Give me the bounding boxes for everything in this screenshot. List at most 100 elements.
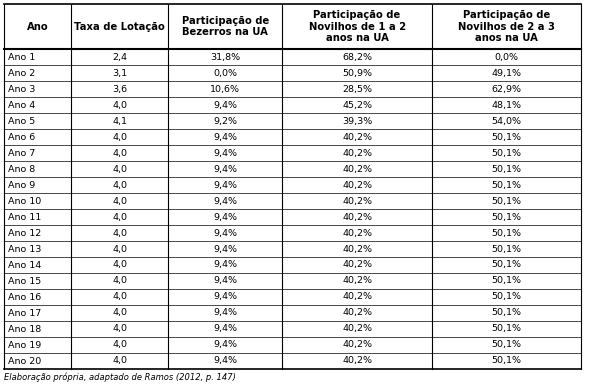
Text: 4,0: 4,0 bbox=[112, 340, 127, 349]
Text: Ano 10: Ano 10 bbox=[8, 196, 41, 205]
Text: 9,4%: 9,4% bbox=[213, 277, 237, 286]
Text: 9,4%: 9,4% bbox=[213, 308, 237, 317]
Text: 0,0%: 0,0% bbox=[494, 53, 519, 61]
Text: 4,0: 4,0 bbox=[112, 165, 127, 173]
Text: 40,2%: 40,2% bbox=[342, 308, 372, 317]
Text: 4,0: 4,0 bbox=[112, 293, 127, 301]
Text: 4,0: 4,0 bbox=[112, 100, 127, 109]
Text: Ano 6: Ano 6 bbox=[8, 133, 35, 142]
Text: Ano 2: Ano 2 bbox=[8, 68, 35, 77]
Text: Ano 15: Ano 15 bbox=[8, 277, 41, 286]
Text: 4,0: 4,0 bbox=[112, 212, 127, 221]
Text: 50,1%: 50,1% bbox=[491, 261, 522, 270]
Text: 50,1%: 50,1% bbox=[491, 212, 522, 221]
Text: Ano 17: Ano 17 bbox=[8, 308, 41, 317]
Text: 9,4%: 9,4% bbox=[213, 212, 237, 221]
Text: 10,6%: 10,6% bbox=[210, 84, 240, 93]
Text: 50,1%: 50,1% bbox=[491, 293, 522, 301]
Text: Ano 7: Ano 7 bbox=[8, 149, 35, 158]
Text: 4,0: 4,0 bbox=[112, 261, 127, 270]
Text: 40,2%: 40,2% bbox=[342, 196, 372, 205]
Text: 4,0: 4,0 bbox=[112, 245, 127, 254]
Text: 3,1: 3,1 bbox=[112, 68, 127, 77]
Text: 9,4%: 9,4% bbox=[213, 180, 237, 189]
Text: Ano 16: Ano 16 bbox=[8, 293, 41, 301]
Text: Ano 1: Ano 1 bbox=[8, 53, 35, 61]
Text: 40,2%: 40,2% bbox=[342, 133, 372, 142]
Text: Ano 13: Ano 13 bbox=[8, 245, 42, 254]
Text: 31,8%: 31,8% bbox=[210, 53, 241, 61]
Text: 9,4%: 9,4% bbox=[213, 340, 237, 349]
Text: Participação de
Novilhos de 2 a 3
anos na UA: Participação de Novilhos de 2 a 3 anos n… bbox=[458, 10, 555, 43]
Text: 4,0: 4,0 bbox=[112, 180, 127, 189]
Text: 40,2%: 40,2% bbox=[342, 293, 372, 301]
Text: 4,0: 4,0 bbox=[112, 324, 127, 333]
Text: 9,4%: 9,4% bbox=[213, 261, 237, 270]
Text: 68,2%: 68,2% bbox=[342, 53, 372, 61]
Text: 54,0%: 54,0% bbox=[491, 116, 522, 126]
Text: 9,4%: 9,4% bbox=[213, 133, 237, 142]
Text: 4,0: 4,0 bbox=[112, 196, 127, 205]
Text: 50,1%: 50,1% bbox=[491, 324, 522, 333]
Text: 9,4%: 9,4% bbox=[213, 324, 237, 333]
Text: 48,1%: 48,1% bbox=[491, 100, 522, 109]
Text: 4,1: 4,1 bbox=[112, 116, 127, 126]
Text: 39,3%: 39,3% bbox=[342, 116, 372, 126]
Text: 40,2%: 40,2% bbox=[342, 261, 372, 270]
Text: 9,4%: 9,4% bbox=[213, 100, 237, 109]
Text: 9,4%: 9,4% bbox=[213, 196, 237, 205]
Text: 50,1%: 50,1% bbox=[491, 149, 522, 158]
Text: 9,4%: 9,4% bbox=[213, 356, 237, 366]
Text: 9,2%: 9,2% bbox=[213, 116, 237, 126]
Text: Ano: Ano bbox=[27, 21, 49, 32]
Text: 62,9%: 62,9% bbox=[491, 84, 522, 93]
Text: 2,4: 2,4 bbox=[112, 53, 127, 61]
Text: Ano 19: Ano 19 bbox=[8, 340, 41, 349]
Text: 40,2%: 40,2% bbox=[342, 149, 372, 158]
Text: Participação de
Novilhos de 1 a 2
anos na UA: Participação de Novilhos de 1 a 2 anos n… bbox=[308, 10, 406, 43]
Text: 4,0: 4,0 bbox=[112, 133, 127, 142]
Text: 4,0: 4,0 bbox=[112, 277, 127, 286]
Text: 9,4%: 9,4% bbox=[213, 228, 237, 238]
Text: 9,4%: 9,4% bbox=[213, 165, 237, 173]
Text: 49,1%: 49,1% bbox=[491, 68, 522, 77]
Text: 3,6: 3,6 bbox=[112, 84, 127, 93]
Text: 40,2%: 40,2% bbox=[342, 245, 372, 254]
Text: Ano 18: Ano 18 bbox=[8, 324, 41, 333]
Text: 40,2%: 40,2% bbox=[342, 212, 372, 221]
Text: Ano 11: Ano 11 bbox=[8, 212, 41, 221]
Text: 40,2%: 40,2% bbox=[342, 340, 372, 349]
Text: Ano 8: Ano 8 bbox=[8, 165, 35, 173]
Text: 4,0: 4,0 bbox=[112, 228, 127, 238]
Text: 0,0%: 0,0% bbox=[213, 68, 237, 77]
Text: 9,4%: 9,4% bbox=[213, 149, 237, 158]
Text: Ano 4: Ano 4 bbox=[8, 100, 35, 109]
Text: 40,2%: 40,2% bbox=[342, 356, 372, 366]
Text: Ano 3: Ano 3 bbox=[8, 84, 36, 93]
Text: 50,1%: 50,1% bbox=[491, 308, 522, 317]
Text: 50,1%: 50,1% bbox=[491, 356, 522, 366]
Text: 40,2%: 40,2% bbox=[342, 324, 372, 333]
Text: Ano 12: Ano 12 bbox=[8, 228, 41, 238]
Text: Ano 14: Ano 14 bbox=[8, 261, 41, 270]
Text: Ano 20: Ano 20 bbox=[8, 356, 41, 366]
Text: 45,2%: 45,2% bbox=[342, 100, 372, 109]
Text: Taxa de Lotação: Taxa de Lotação bbox=[74, 21, 165, 32]
Text: 9,4%: 9,4% bbox=[213, 245, 237, 254]
Text: Ano 5: Ano 5 bbox=[8, 116, 35, 126]
Text: 4,0: 4,0 bbox=[112, 308, 127, 317]
Text: 4,0: 4,0 bbox=[112, 356, 127, 366]
Text: 40,2%: 40,2% bbox=[342, 228, 372, 238]
Text: 40,2%: 40,2% bbox=[342, 277, 372, 286]
Text: 50,1%: 50,1% bbox=[491, 196, 522, 205]
Text: 40,2%: 40,2% bbox=[342, 165, 372, 173]
Text: 28,5%: 28,5% bbox=[342, 84, 372, 93]
Text: 9,4%: 9,4% bbox=[213, 293, 237, 301]
Text: Elaboração própria, adaptado de Ramos (2012, p. 147): Elaboração própria, adaptado de Ramos (2… bbox=[4, 372, 236, 382]
Text: 50,1%: 50,1% bbox=[491, 180, 522, 189]
Text: 50,1%: 50,1% bbox=[491, 165, 522, 173]
Text: 50,1%: 50,1% bbox=[491, 245, 522, 254]
Text: 50,1%: 50,1% bbox=[491, 228, 522, 238]
Text: 40,2%: 40,2% bbox=[342, 180, 372, 189]
Text: Participação de
Bezerros na UA: Participação de Bezerros na UA bbox=[182, 16, 269, 37]
